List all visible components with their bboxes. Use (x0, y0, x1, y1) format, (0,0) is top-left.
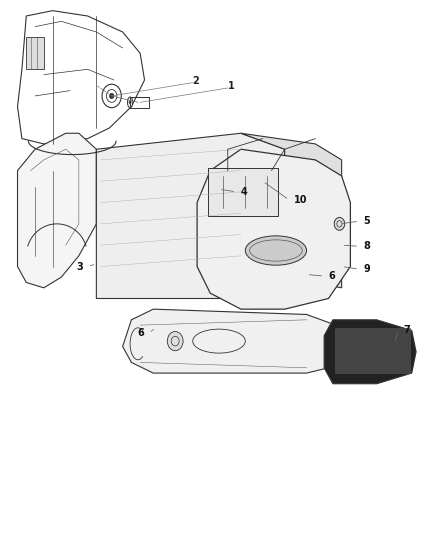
Text: 10: 10 (293, 195, 307, 205)
Text: 1: 1 (228, 82, 234, 91)
Ellipse shape (127, 97, 133, 108)
FancyBboxPatch shape (26, 37, 44, 69)
Text: 8: 8 (364, 241, 371, 251)
Polygon shape (96, 133, 285, 298)
Text: 6: 6 (138, 328, 145, 338)
Polygon shape (241, 133, 342, 288)
Text: 5: 5 (364, 216, 370, 226)
Polygon shape (123, 309, 359, 373)
Circle shape (334, 217, 345, 230)
Text: 4: 4 (241, 187, 247, 197)
Circle shape (129, 101, 131, 104)
Polygon shape (18, 133, 96, 288)
FancyBboxPatch shape (335, 328, 410, 373)
FancyBboxPatch shape (208, 168, 278, 216)
Text: 9: 9 (364, 264, 370, 274)
Text: 3: 3 (77, 262, 83, 271)
Text: 2: 2 (193, 76, 199, 86)
Circle shape (167, 332, 183, 351)
Ellipse shape (245, 236, 307, 265)
Polygon shape (324, 320, 416, 384)
Text: 6: 6 (328, 271, 335, 281)
Circle shape (110, 93, 114, 99)
Polygon shape (197, 149, 350, 309)
Text: 7: 7 (403, 326, 410, 335)
